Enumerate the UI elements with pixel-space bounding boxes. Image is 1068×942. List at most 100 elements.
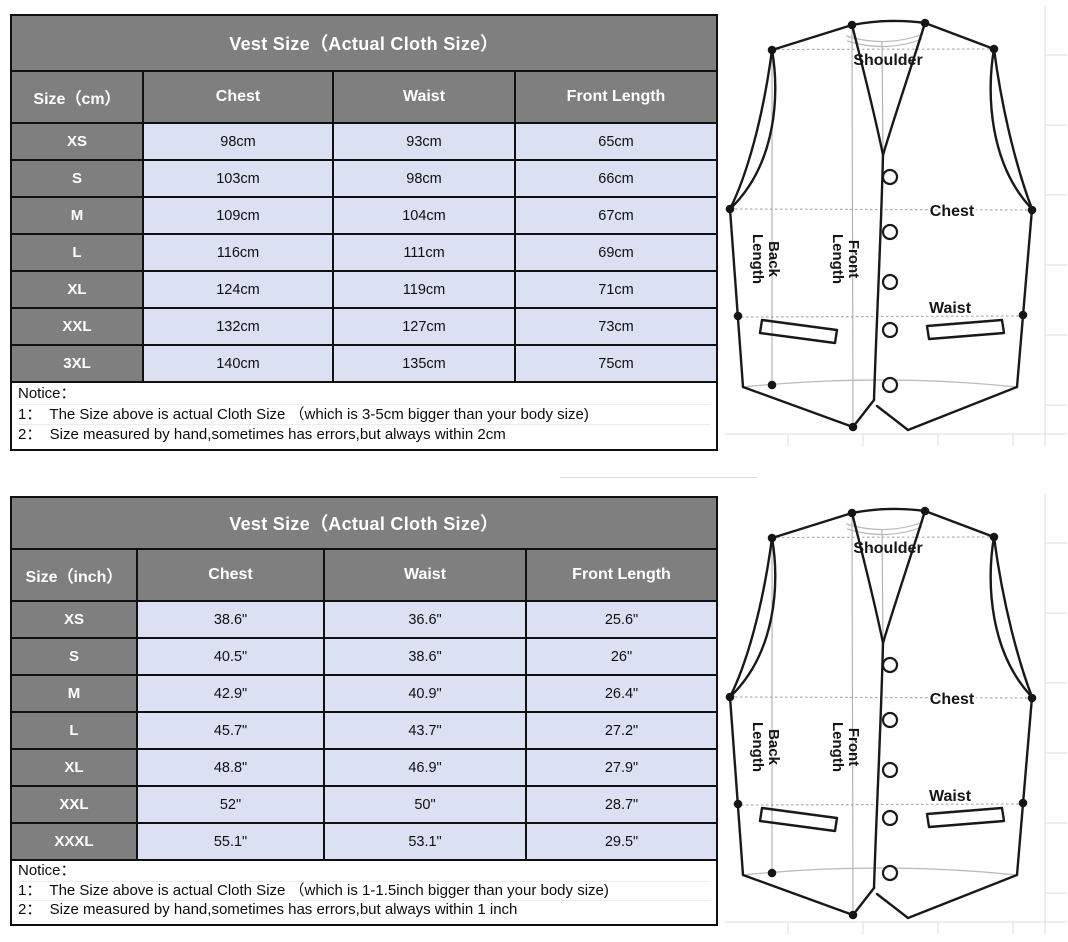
col-header-waist: Waist bbox=[334, 72, 516, 122]
size-cell: XXL bbox=[12, 309, 144, 344]
waist-value: 98cm bbox=[334, 161, 516, 196]
chest-value: 55.1" bbox=[138, 824, 325, 859]
size-cell: XL bbox=[12, 750, 138, 785]
chest-value: 38.6" bbox=[138, 602, 325, 637]
chest-value: 45.7" bbox=[138, 713, 325, 748]
cm-size-table-section: Vest Size（Actual Cloth Size） Size（cm） Ch… bbox=[10, 14, 718, 451]
size-cell: L bbox=[12, 235, 144, 270]
chest-value: 40.5" bbox=[138, 639, 325, 674]
table-row: S 103cm 98cm 66cm bbox=[12, 161, 716, 198]
waist-guide-line bbox=[740, 315, 1025, 318]
table-row: S 40.5" 38.6" 26" bbox=[12, 639, 716, 676]
table-row: M 42.9" 40.9" 26.4" bbox=[12, 676, 716, 713]
front-length-value: 65cm bbox=[516, 124, 716, 159]
chest-value: 109cm bbox=[144, 198, 334, 233]
waist-value: 53.1" bbox=[325, 824, 527, 859]
front-length-value: 66cm bbox=[516, 161, 716, 196]
front-length-label: FrontLength bbox=[829, 234, 862, 284]
size-cell: XXXL bbox=[12, 824, 138, 859]
col-header-front-length: Front Length bbox=[516, 72, 716, 122]
collar-arc bbox=[845, 33, 924, 43]
chest-value: 124cm bbox=[144, 272, 334, 307]
table-row: XS 98cm 93cm 65cm bbox=[12, 124, 716, 161]
notice-heading: Notice： bbox=[18, 385, 76, 402]
spreadsheet-gridlines bbox=[725, 5, 1067, 447]
notice-block: Notice： 1： The Size above is actual Clot… bbox=[12, 861, 716, 924]
waist-value: 127cm bbox=[334, 309, 516, 344]
waist-value: 50" bbox=[325, 787, 527, 822]
waist-value: 43.7" bbox=[325, 713, 527, 748]
waist-label: Waist bbox=[929, 300, 972, 317]
table-title: Vest Size（Actual Cloth Size） bbox=[12, 16, 716, 72]
table-row: 3XL 140cm 135cm 75cm bbox=[12, 346, 716, 383]
col-header-size: Size（cm） bbox=[12, 72, 144, 122]
waist-value: 119cm bbox=[334, 272, 516, 307]
vest-buttons bbox=[881, 168, 899, 394]
size-cell: S bbox=[12, 161, 144, 196]
front-length-value: 29.5" bbox=[527, 824, 716, 859]
col-header-front-length: Front Length bbox=[527, 550, 716, 600]
table-row: XL 48.8" 46.9" 27.9" bbox=[12, 750, 716, 787]
size-cell: XXL bbox=[12, 787, 138, 822]
vest-outline bbox=[728, 19, 1034, 432]
center-guide-line bbox=[881, 40, 884, 156]
back-hem-arc bbox=[742, 379, 1018, 388]
front-length-value: 69cm bbox=[516, 235, 716, 270]
front-length-value: 73cm bbox=[516, 309, 716, 344]
col-header-chest: Chest bbox=[138, 550, 325, 600]
table-row: XS 38.6" 36.6" 25.6" bbox=[12, 602, 716, 639]
table-row: M 109cm 104cm 67cm bbox=[12, 198, 716, 235]
vest-measurement-diagram-inch bbox=[723, 491, 1067, 937]
shoulder-label: Shoulder bbox=[853, 52, 922, 69]
size-cell: M bbox=[12, 676, 138, 711]
size-cell: M bbox=[12, 198, 144, 233]
right-pocket bbox=[925, 318, 1006, 341]
size-cell: S bbox=[12, 639, 138, 674]
front-length-value: 71cm bbox=[516, 272, 716, 307]
table-header-row: Size（cm） Chest Waist Front Length bbox=[12, 72, 716, 124]
chest-value: 103cm bbox=[144, 161, 334, 196]
col-header-waist: Waist bbox=[325, 550, 527, 600]
waist-value: 46.9" bbox=[325, 750, 527, 785]
table-title: Vest Size（Actual Cloth Size） bbox=[12, 498, 716, 550]
col-header-chest: Chest bbox=[144, 72, 334, 122]
front-length-guide-line bbox=[851, 24, 854, 428]
shoulder-guide-line bbox=[771, 48, 995, 51]
waist-value: 135cm bbox=[334, 346, 516, 381]
notice-line-2: 2： Size measured by hand,sometimes has e… bbox=[18, 900, 710, 920]
notice-block: Notice： 1： The Size above is actual Clot… bbox=[12, 383, 716, 449]
waist-value: 38.6" bbox=[325, 639, 527, 674]
chest-label: Chest bbox=[930, 203, 975, 220]
notice-line-2: 2： Size measured by hand,sometimes has e… bbox=[18, 424, 710, 445]
table-row: L 45.7" 43.7" 27.2" bbox=[12, 713, 716, 750]
left-pocket bbox=[758, 318, 839, 345]
waist-value: 104cm bbox=[334, 198, 516, 233]
chest-value: 98cm bbox=[144, 124, 334, 159]
measurement-dots bbox=[725, 18, 1037, 432]
collar-arc bbox=[846, 38, 923, 48]
chest-value: 48.8" bbox=[138, 750, 325, 785]
inch-size-table-section: Vest Size（Actual Cloth Size） Size（inch） … bbox=[10, 496, 718, 926]
back-length-label: BackLength bbox=[749, 234, 782, 284]
chest-value: 52" bbox=[138, 787, 325, 822]
waist-value: 36.6" bbox=[325, 602, 527, 637]
chest-value: 132cm bbox=[144, 309, 334, 344]
chest-value: 42.9" bbox=[138, 676, 325, 711]
chest-value: 116cm bbox=[144, 235, 334, 270]
waist-value: 93cm bbox=[334, 124, 516, 159]
col-header-size: Size（inch） bbox=[12, 550, 138, 600]
notice-line-1: 1： The Size above is actual Cloth Size （… bbox=[18, 880, 710, 901]
vest-drawing: Shoulder Chest Waist BackLength FrontLen… bbox=[725, 5, 1067, 447]
table-row: XL 124cm 119cm 71cm bbox=[12, 272, 716, 309]
table-row: XXL 132cm 127cm 73cm bbox=[12, 309, 716, 346]
front-length-value: 28.7" bbox=[527, 787, 716, 822]
table-row: XXXL 55.1" 53.1" 29.5" bbox=[12, 824, 716, 861]
table-row: L 116cm 111cm 69cm bbox=[12, 235, 716, 272]
vest-measurement-diagram-cm: Shoulder Chest Waist BackLength FrontLen… bbox=[725, 5, 1067, 447]
spreadsheet-gridline bbox=[560, 477, 758, 478]
table-header-row: Size（inch） Chest Waist Front Length bbox=[12, 550, 716, 602]
front-length-value: 67cm bbox=[516, 198, 716, 233]
size-cell: 3XL bbox=[12, 346, 144, 381]
waist-value: 111cm bbox=[334, 235, 516, 270]
